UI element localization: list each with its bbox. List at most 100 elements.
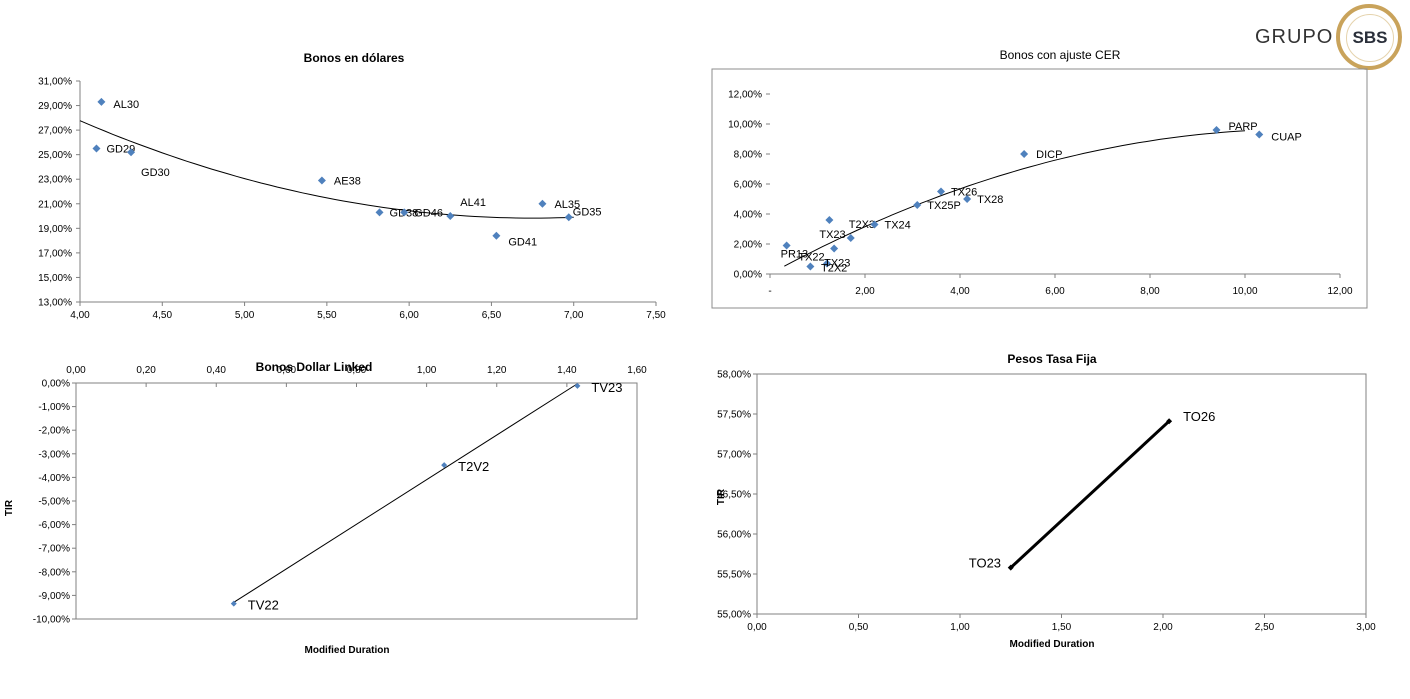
data-point-label: AL35	[554, 199, 580, 211]
y-tick-label: -8,00%	[38, 567, 70, 578]
y-tick-label: 19,00%	[38, 224, 72, 235]
chart-title: Bonos Dollar Linked	[256, 360, 373, 374]
data-point-label: TX25P	[927, 200, 961, 212]
chart-usd-bonds: Bonos en dólares 13,00% 15,00% 17,00% 19,00…	[0, 40, 690, 340]
x-tick-label: 2,50	[1255, 622, 1275, 633]
x-tick-label: 10,00	[1232, 286, 1257, 297]
plot-area: 0,00% -1,00% -2,00% -3,00% -4,00% -5,00% -6,00…	[33, 365, 647, 626]
grupo-sbs-logo: GRUPO SBS	[1250, 2, 1405, 74]
x-tick-label: 7,50	[646, 310, 666, 321]
data-point-marker	[574, 382, 581, 389]
y-tick-label: 10,00%	[728, 120, 762, 131]
y-tick-label: 57,00%	[717, 450, 751, 461]
x-tick-label: 6,50	[482, 310, 502, 321]
data-point-marker	[127, 148, 136, 157]
y-tick-label: -9,00%	[38, 591, 70, 602]
y-axis-title: TIR	[4, 499, 15, 516]
data-point-label: AL30	[113, 99, 139, 111]
y-tick-label: 12,00%	[728, 90, 762, 101]
data-point-marker	[230, 600, 237, 607]
series-line	[1009, 420, 1171, 569]
data-point-marker	[823, 259, 831, 268]
logo-badge: SBS	[1336, 4, 1402, 70]
chart-cer-bonds: Bonos con ajuste CER 0,00% 2,00% 4,00% 6,00…	[700, 40, 1410, 320]
chart-dl-svg: Bonos Dollar Linked TIR Modified Duratio…	[4, 360, 647, 656]
y-tick-label: 21,00%	[38, 199, 72, 210]
x-tick-label: 3,00	[1356, 622, 1376, 633]
x-tick-label: 8,00	[1140, 286, 1160, 297]
y-tick-label: 31,00%	[38, 77, 72, 88]
data-point-marker	[1255, 130, 1264, 139]
logo-badge-text: SBS	[1346, 14, 1394, 62]
y-tick-label: -5,00%	[38, 497, 70, 508]
x-tick-label: 1,60	[627, 365, 647, 376]
data-point-label: TX24	[885, 220, 911, 232]
data-point-marker	[375, 208, 384, 217]
trendline	[233, 383, 578, 603]
y-tick-label: 0,00%	[734, 270, 762, 281]
y-tick-label: 25,00%	[38, 150, 72, 161]
data-point-marker	[937, 187, 945, 196]
trendline	[79, 120, 574, 219]
data-point-marker	[806, 262, 815, 271]
x-tick-label: 4,50	[153, 310, 173, 321]
x-tick-label: 0,40	[207, 365, 227, 376]
data-point-label: GD30	[141, 167, 170, 179]
data-point-label: AE38	[334, 175, 361, 187]
x-tick-label: 4,00	[70, 310, 90, 321]
logo-brand-text: GRUPO	[1255, 26, 1334, 48]
x-tick-label: 1,00	[950, 622, 970, 633]
x-tick-label: 1,20	[487, 365, 507, 376]
chart-title: Pesos Tasa Fija	[1007, 352, 1096, 366]
chart-cer-svg: Bonos con ajuste CER 0,00% 2,00% 4,00% 6,00…	[711, 48, 1368, 309]
x-tick-label: 1,40	[557, 365, 577, 376]
y-tick-label: -1,00%	[38, 402, 70, 413]
data-point-label: GD41	[508, 237, 537, 249]
y-tick-label: 4,00%	[734, 210, 762, 221]
x-tick-label: 0,50	[849, 622, 869, 633]
data-point-marker	[782, 241, 791, 250]
x-tick-label: -	[768, 286, 771, 297]
data-point-marker	[913, 201, 922, 209]
data-point-label: T2V2	[458, 459, 489, 474]
plot-area: 0,00% 2,00% 4,00% 6,00% 8,00% 10,00% 12,00% - 2,…	[728, 90, 1353, 298]
data-point-label: TX23	[819, 229, 845, 241]
data-point-label: TX26	[951, 187, 977, 199]
x-tick-label: 5,00	[235, 310, 255, 321]
plot-frame	[75, 382, 638, 620]
chart-title: Bonos en dólares	[304, 51, 405, 65]
y-tick-label: -3,00%	[38, 449, 70, 460]
data-point-label: TO23	[969, 556, 1001, 571]
x-tick-label: 0,00	[66, 365, 86, 376]
x-tick-label: 0,80	[347, 365, 367, 376]
data-point-label: TV22	[248, 598, 279, 613]
y-tick-label: -10,00%	[33, 615, 70, 626]
y-tick-label: -6,00%	[38, 520, 70, 531]
data-point-marker	[1166, 418, 1173, 425]
data-point-label: GD35	[573, 206, 602, 218]
chart-usd-svg: Bonos en dólares 13,00% 15,00% 17,00% 19,00…	[38, 51, 666, 321]
y-tick-label: 6,00%	[734, 180, 762, 191]
data-point-label: TO26	[1183, 409, 1215, 424]
plot-area: 55,00% 55,50% 56,00% 56,50% 57,00% 57,50% 58,0…	[717, 370, 1376, 634]
x-tick-label: 5,50	[317, 310, 337, 321]
x-tick-label: 4,00	[950, 286, 970, 297]
data-point-marker	[317, 176, 326, 185]
y-tick-label: 23,00%	[38, 175, 72, 186]
y-tick-label: 13,00%	[38, 298, 72, 309]
y-tick-label: 56,50%	[717, 490, 751, 501]
trendline	[784, 130, 1246, 267]
y-tick-label: 17,00%	[38, 248, 72, 259]
x-tick-label: 7,00	[564, 310, 584, 321]
data-point-label: PR13	[781, 249, 809, 261]
chart-dollar-linked: Bonos Dollar Linked TIR Modified Duratio…	[0, 350, 690, 670]
data-point-label: AL41	[460, 197, 486, 209]
data-point-marker	[538, 199, 547, 208]
data-point-marker	[400, 208, 409, 217]
data-point-marker	[1212, 126, 1221, 134]
data-point-marker	[963, 195, 972, 203]
chart-title: Bonos con ajuste CER	[1000, 48, 1121, 62]
data-point-marker	[870, 220, 879, 229]
data-point-label: T2X3	[849, 219, 875, 231]
x-tick-label: 1,50	[1052, 622, 1072, 633]
